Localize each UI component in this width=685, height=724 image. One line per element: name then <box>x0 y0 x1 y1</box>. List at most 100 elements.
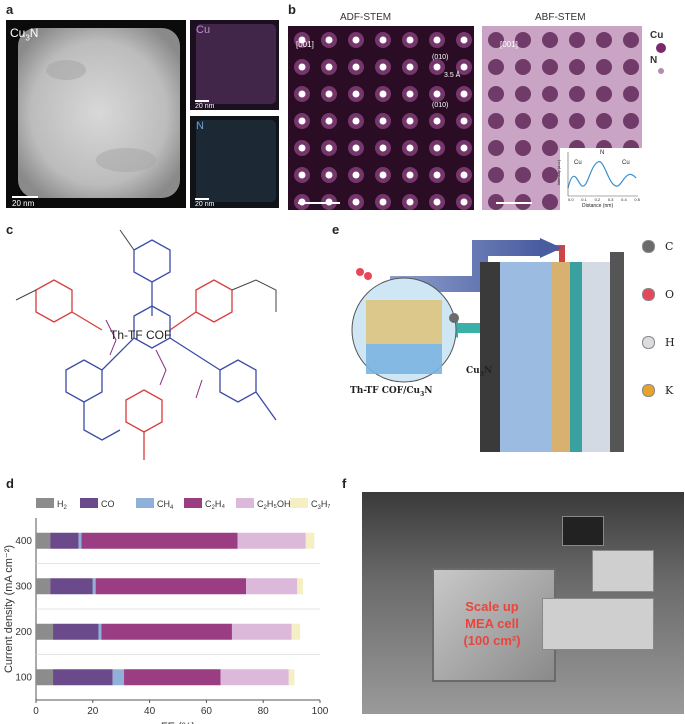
lattice-atom <box>515 86 531 102</box>
element-legend-label: C <box>665 240 674 253</box>
lattice-atom <box>515 32 531 48</box>
bar-segment <box>101 623 232 640</box>
profile-tick: 0.2 <box>594 197 601 202</box>
lattice-atom <box>298 63 306 71</box>
legend-swatch <box>80 498 98 508</box>
element-legend-dot <box>642 384 655 397</box>
lattice-atom <box>596 59 612 75</box>
lattice-atom <box>460 198 468 206</box>
lattice-atom <box>352 117 360 125</box>
cu3n-pointer-label: Cu3N <box>466 366 493 378</box>
n-map-scale-label: 20 nm <box>195 201 215 208</box>
lattice-atom <box>460 90 468 98</box>
cu-map-scale-label: 20 nm <box>195 103 215 110</box>
legend-swatch <box>290 498 308 508</box>
lattice-atom <box>325 90 333 98</box>
lattice-atom <box>542 113 558 129</box>
lattice-atom <box>569 113 585 129</box>
bar-segment <box>237 532 306 549</box>
bar-segment <box>231 623 292 640</box>
legend-swatch <box>136 498 154 508</box>
adf-zone-axis: [001] <box>296 40 314 49</box>
cu3n-tem-image: Cu3N 20 nm <box>6 20 186 208</box>
abf-scale-bar <box>496 202 532 204</box>
element-legend-label: O <box>665 288 675 301</box>
abf-stem-title: ABF-STEM <box>535 12 586 23</box>
lattice-atom <box>406 171 414 179</box>
cof-name: Th-TF COF <box>110 328 172 342</box>
cof-structure <box>15 229 277 460</box>
lattice-atom <box>352 144 360 152</box>
legend-item: CO <box>80 498 115 509</box>
profile-xlabel: Distance (nm) <box>582 203 614 209</box>
lattice-atom <box>433 117 441 125</box>
panel-e-label: e <box>332 222 340 237</box>
lattice-atom <box>379 117 387 125</box>
legend-item: C2H₅OH <box>236 498 290 511</box>
element-legend-dot <box>642 240 655 253</box>
lattice-spacing: 3.5 Å <box>444 72 461 79</box>
bar-segment <box>291 623 301 640</box>
lattice-atom <box>325 36 333 44</box>
scale-bar-label: 20 nm <box>12 199 35 208</box>
bar-segment <box>36 532 51 549</box>
bar-segment <box>53 669 113 686</box>
panel-d-label: d <box>6 476 14 491</box>
element-legend-item: K <box>642 384 673 397</box>
lattice-atom <box>406 144 414 152</box>
mea-cell-photo: Scale up MEA cell (100 cm²) <box>362 492 684 714</box>
profile-tick: 0.1 <box>581 197 587 202</box>
plane-label-bottom: (010) <box>432 102 449 109</box>
lattice-atom <box>488 32 504 48</box>
framework-red <box>35 279 233 460</box>
cu-map-scale-bar <box>195 100 209 102</box>
profile-n: N <box>600 150 605 156</box>
bar-segment <box>53 623 99 640</box>
lattice-atom <box>325 117 333 125</box>
lattice-atom <box>460 171 468 179</box>
lattice-atom <box>542 194 558 210</box>
profile-tick: 0.3 <box>607 197 614 202</box>
legend-swatch <box>36 498 54 508</box>
lattice-atom <box>488 86 504 102</box>
n-map-label: N <box>196 120 204 132</box>
bar-segment <box>112 669 125 686</box>
lattice-atom <box>596 32 612 48</box>
x-tick-label: 40 <box>144 706 156 717</box>
lattice-atom <box>542 86 558 102</box>
profile-ylabel: Intensity (a.u.) <box>556 159 562 186</box>
y-tick-label: 100 <box>15 672 32 683</box>
x-tick-label: 100 <box>312 706 329 717</box>
lattice-atom <box>460 117 468 125</box>
bar-segment <box>98 623 102 640</box>
bar-segment <box>50 532 79 549</box>
element-legend-dot <box>642 336 655 349</box>
lattice-atom <box>623 59 639 75</box>
lattice-atom <box>515 59 531 75</box>
mesh-layer <box>552 262 570 452</box>
abf-zone-axis: [001] <box>500 40 518 49</box>
legend-label: C3H₇OH <box>311 499 330 511</box>
lattice-atom <box>596 86 612 102</box>
lattice-atom <box>433 90 441 98</box>
legend-label: C2H₅OH <box>257 499 290 511</box>
lattice-atom <box>298 171 306 179</box>
bar-segment <box>50 578 93 595</box>
n-eds-map: N 20 nm <box>190 116 279 208</box>
membrane <box>570 262 582 452</box>
cell-label-line2: MEA cell <box>465 616 519 631</box>
lattice-atom <box>298 117 306 125</box>
bar-segment <box>92 578 96 595</box>
bar-segment <box>81 532 238 549</box>
lattice-atom <box>352 63 360 71</box>
adf-stem-image: [001] (010) 3.5 Å (010) <box>288 26 474 210</box>
lattice-atom <box>325 171 333 179</box>
element-legend-item: C <box>642 240 673 253</box>
cu-eds-map: Cu 20 nm <box>190 20 279 110</box>
profile-tick: 0.4 <box>621 197 627 202</box>
n-map-scale-bar <box>195 198 209 200</box>
lattice-atom <box>542 59 558 75</box>
x-tick-label: 60 <box>201 706 213 717</box>
bar-segment <box>246 578 298 595</box>
legend-cu-label: Cu <box>650 30 664 41</box>
